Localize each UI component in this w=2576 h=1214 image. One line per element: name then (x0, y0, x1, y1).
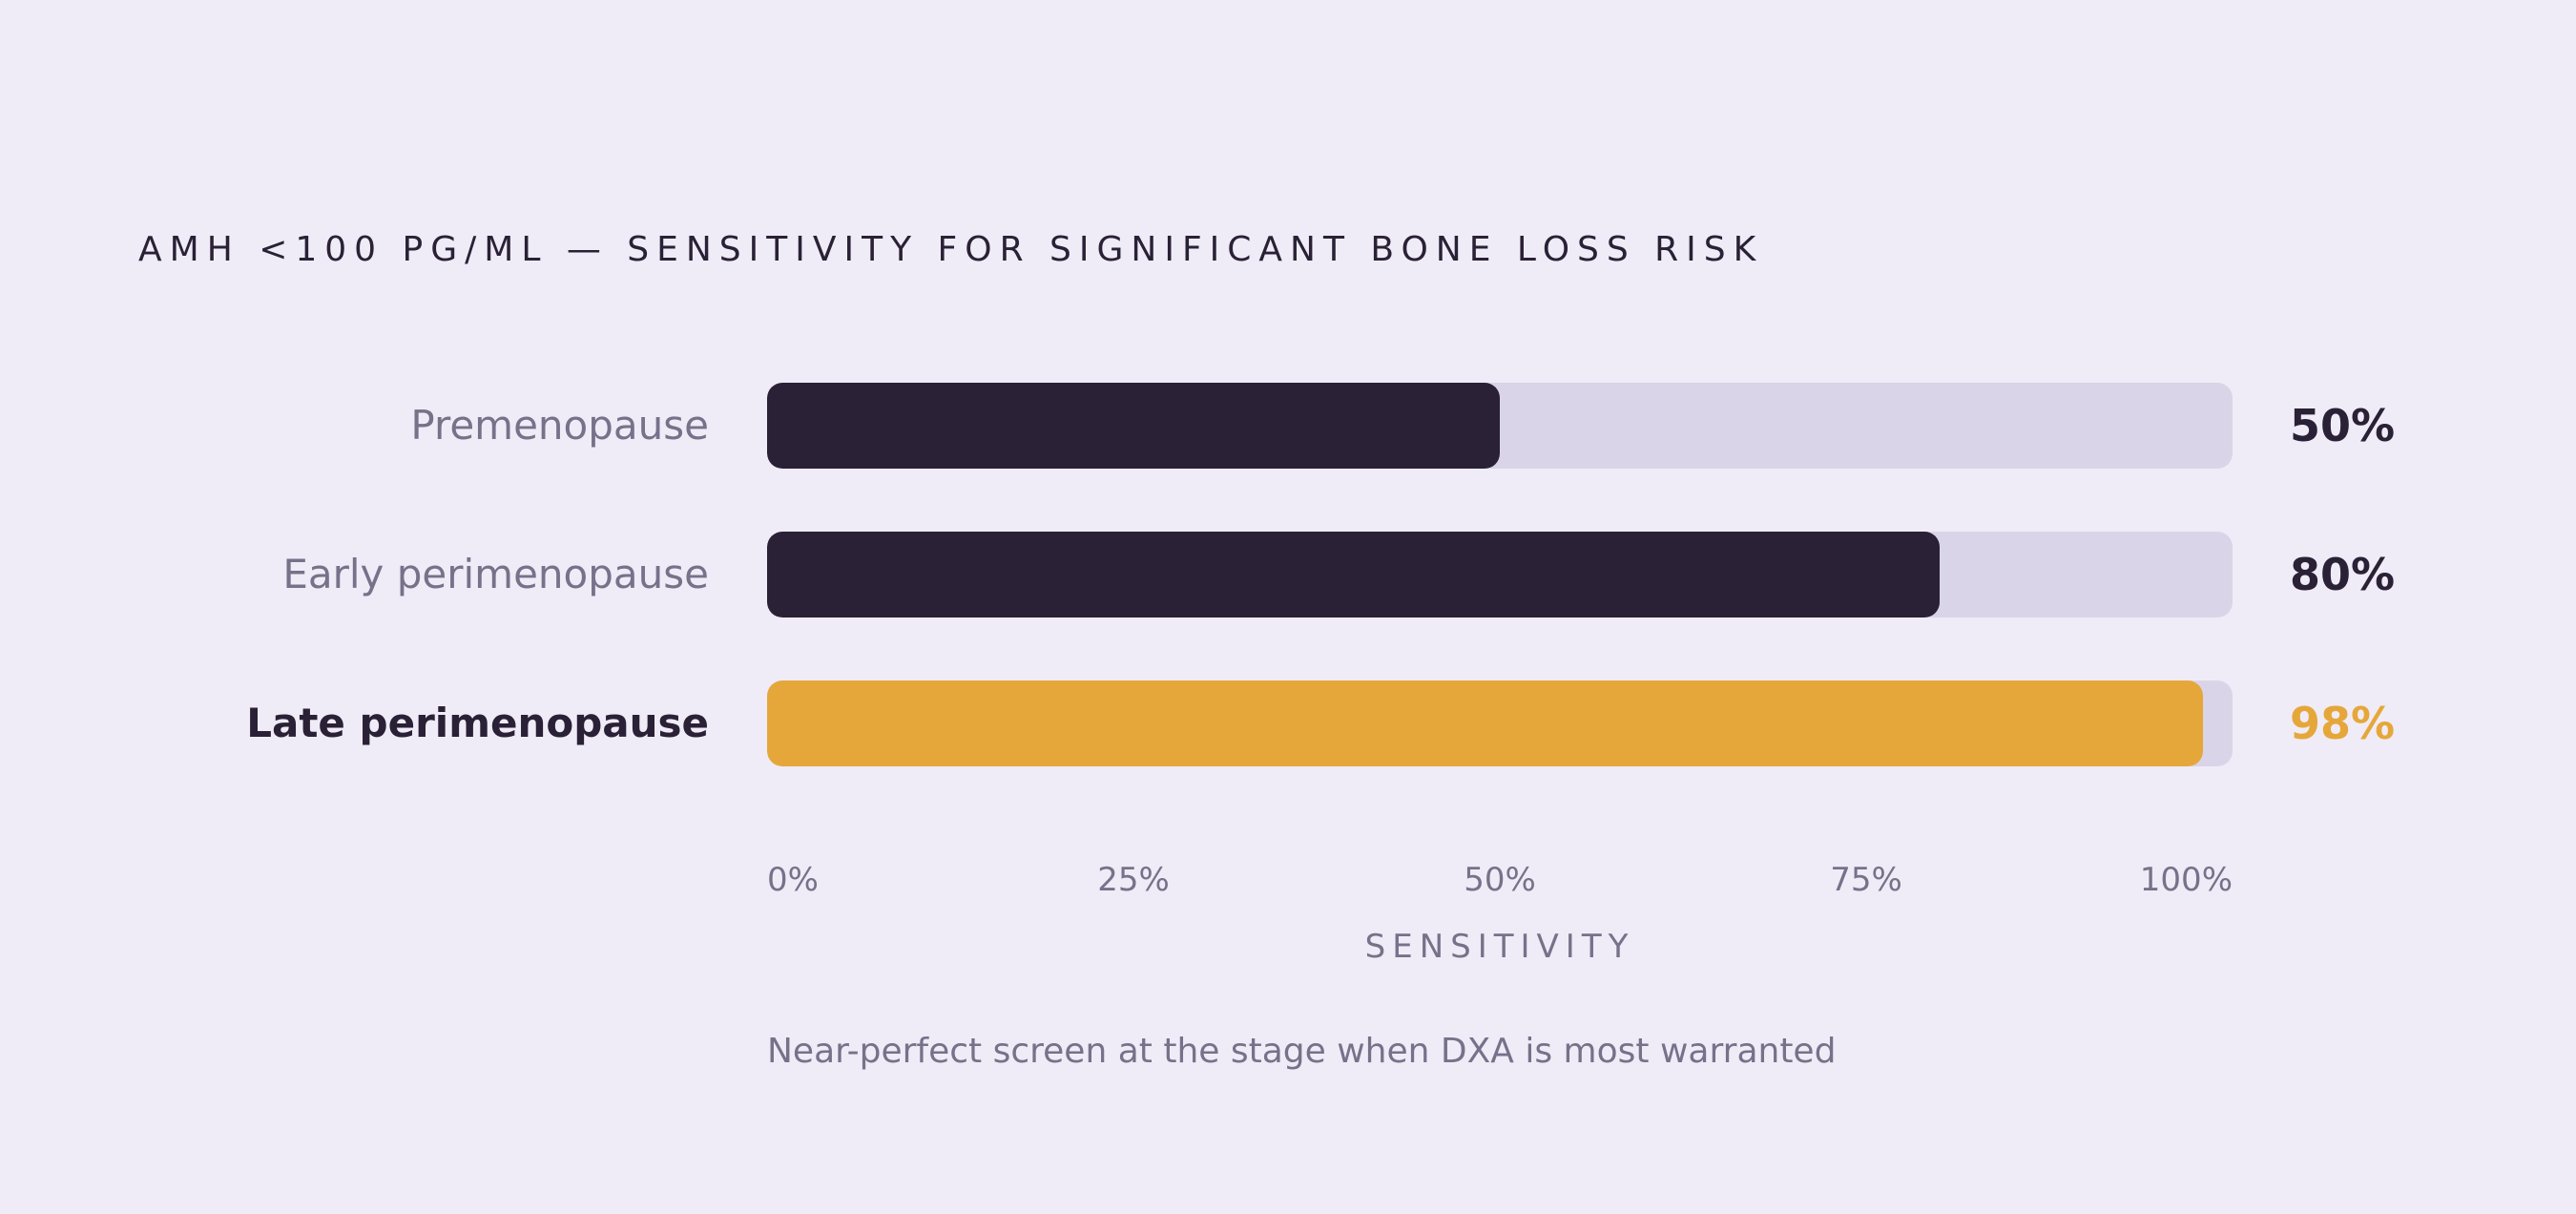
data-label: 50% (2290, 400, 2396, 451)
data-label: 80% (2290, 549, 2396, 600)
bar-track (767, 680, 2233, 766)
category-label: Premenopause (410, 402, 709, 449)
category-label: Early perimenopause (282, 551, 709, 597)
bar (767, 680, 2204, 766)
data-label: 98% (2290, 698, 2396, 749)
category-label: Late perimenopause (246, 700, 709, 746)
x-tick-label: 100% (2139, 861, 2233, 899)
bar (767, 383, 1500, 469)
bar-track (767, 383, 2233, 469)
x-tick-label: 0% (767, 861, 819, 899)
bar (767, 532, 1940, 617)
x-tick-label: 75% (1830, 861, 1902, 899)
x-tick-label: 50% (1464, 861, 1536, 899)
x-axis-title: SENSITIVITY (1364, 928, 1635, 966)
chart-title: AMH <100 PG/ML — SENSITIVITY FOR SIGNIFI… (138, 230, 1764, 269)
chart-annotation: Near-perfect screen at the stage when DX… (767, 1032, 1837, 1071)
x-tick-label: 25% (1097, 861, 1170, 899)
bar-track (767, 532, 2233, 617)
